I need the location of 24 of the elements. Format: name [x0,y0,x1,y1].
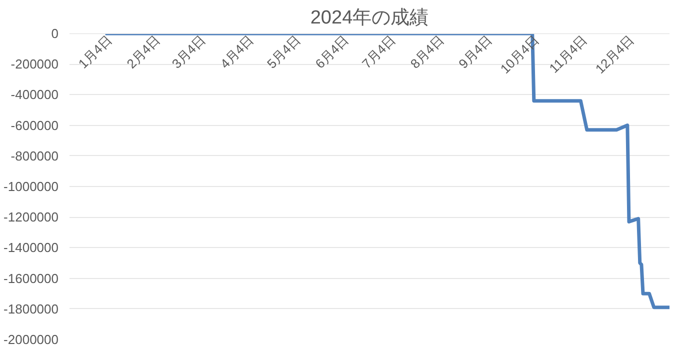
y-tick-label: -2000000 [4,332,59,347]
y-tick-label: -1600000 [4,270,59,286]
x-tick-label: 6月4日 [312,32,352,72]
y-tick-label: -400000 [10,87,59,102]
y-tick-label: 0 [51,26,59,41]
x-tick-label: 5月4日 [264,32,304,72]
x-tick-label: 12月4日 [592,32,637,77]
x-tick-label: 2月4日 [124,32,163,72]
y-tick-label: -600000 [10,118,59,133]
y-tick-label: -1400000 [4,240,59,256]
chart-title: 2024年の成績 [310,8,429,28]
x-tick-label: 11月4日 [546,32,590,76]
y-tick-label: -1200000 [4,210,59,225]
y-tick-label: -1000000 [4,179,59,194]
y-tick-label: -200000 [10,56,59,72]
x-tick-label: 1月4日 [75,32,115,72]
y-tick-label: -1800000 [4,301,59,316]
x-tick-label: 4月4日 [217,32,256,72]
y-tick-label: -800000 [10,148,59,164]
x-tick-label: 7月4日 [359,32,398,72]
x-tick-label: 9月4日 [456,32,495,72]
x-tick-label: 10月4日 [497,32,542,77]
x-tick-label: 3月4日 [168,32,208,72]
x-tick-label: 8月4日 [407,32,447,72]
